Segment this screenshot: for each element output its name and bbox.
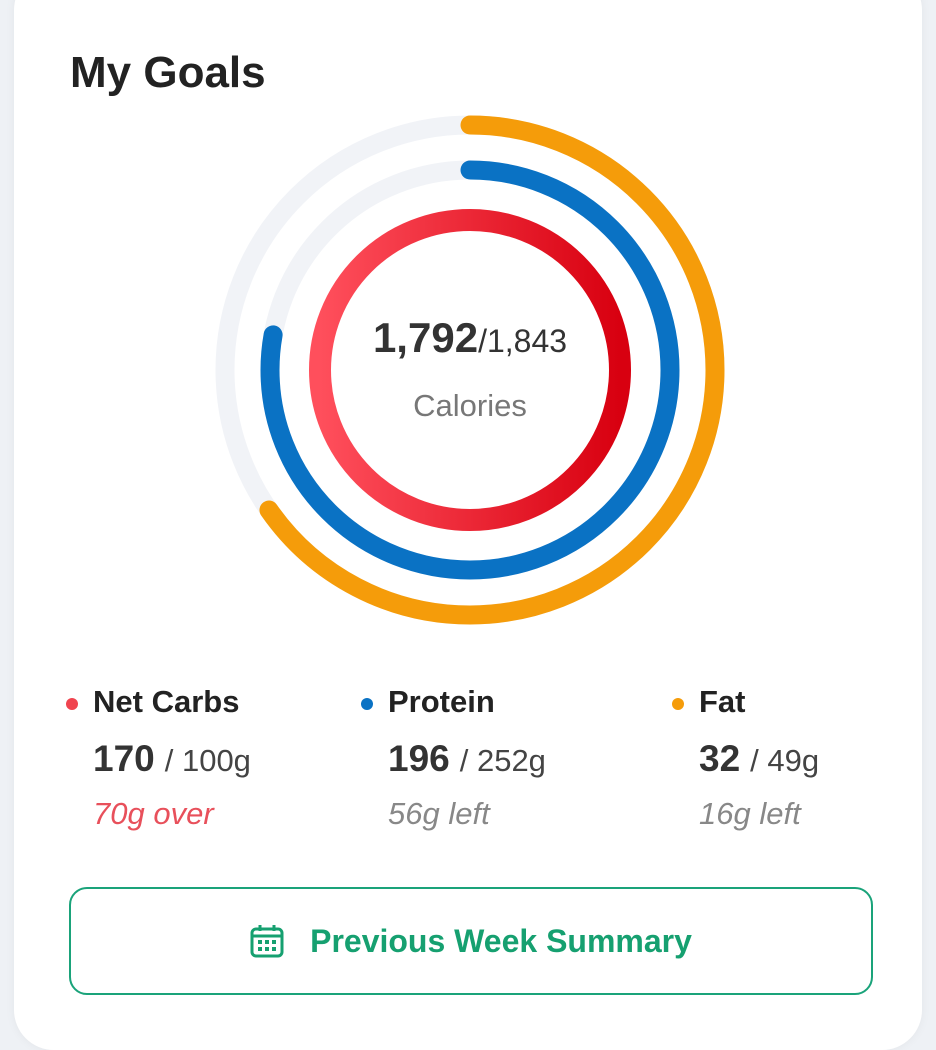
- macro-column: Net Carbs 170 / 100g 70g over: [66, 684, 251, 832]
- macro-goal: / 100g: [164, 743, 251, 778]
- ring-progress: [309, 209, 631, 531]
- ring-progress: [260, 160, 680, 580]
- legend-dot: [66, 698, 78, 710]
- macro-status: 56g left: [388, 796, 490, 831]
- page: {"header": {"title": "My Goals"}, "calor…: [14, 0, 922, 1050]
- calories-consumed: 1,792: [372, 314, 479, 361]
- macro-values: 32 / 49g: [699, 738, 819, 780]
- calories-goal: /1,843: [478, 323, 568, 359]
- macro-name: Fat: [699, 684, 746, 719]
- legend-dot: [361, 698, 373, 710]
- macro-goal: / 252g: [459, 743, 546, 778]
- macro-name: Net Carbs: [93, 684, 240, 719]
- macro-consumed: 196: [388, 738, 450, 779]
- macro-status: 70g over: [93, 796, 214, 831]
- macro-column: Fat 32 / 49g 16g left: [672, 684, 819, 832]
- previous-week-button[interactable]: Previous Week Summary: [69, 887, 873, 995]
- calendar-icon: [250, 925, 284, 958]
- macro-goal: / 49g: [750, 743, 820, 778]
- macro-values: 170 / 100g: [93, 738, 251, 780]
- macro-name: Protein: [388, 684, 495, 719]
- rings: [215, 115, 725, 625]
- legend-dot: [672, 698, 684, 710]
- calories-value: 1,792/1,843: [270, 314, 670, 362]
- calories-label: Calories: [413, 388, 527, 423]
- button-label: Previous Week Summary: [310, 922, 692, 959]
- macro-column: Protein 196 / 252g 56g left: [361, 684, 546, 832]
- macro-status: 16g left: [699, 796, 801, 831]
- macro-values: 196 / 252g: [388, 738, 546, 780]
- title: My Goals: [70, 48, 266, 97]
- ring-progress: [215, 115, 725, 625]
- macro-consumed: 170: [93, 738, 155, 779]
- macro-consumed: 32: [699, 738, 741, 779]
